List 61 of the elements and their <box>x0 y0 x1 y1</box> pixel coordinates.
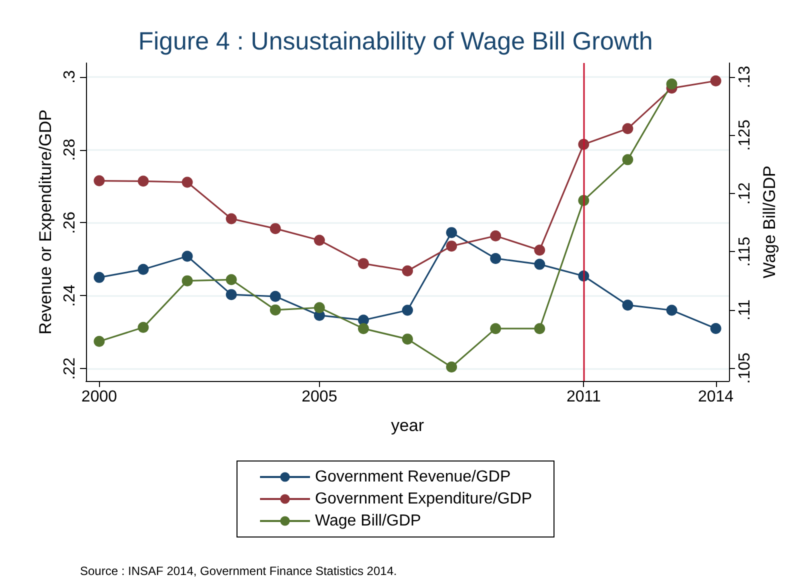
y2-tick-label: .13 <box>736 66 754 88</box>
point <box>226 274 237 286</box>
point <box>402 265 413 276</box>
point <box>402 334 413 345</box>
point <box>666 78 678 90</box>
point <box>490 252 502 264</box>
y-tick-label: .3 <box>62 70 78 84</box>
x-tick-label: 2011 <box>566 388 601 406</box>
point <box>534 244 546 256</box>
x-tick-label: 2014 <box>698 388 734 406</box>
point <box>622 123 634 134</box>
source-note: Source : INSAF 2014, Government Finance Statistics 2014. <box>80 564 397 578</box>
point <box>94 336 105 347</box>
point <box>446 227 458 238</box>
point <box>138 264 149 275</box>
x-tick-label: 2000 <box>81 388 118 406</box>
point <box>94 272 105 283</box>
y2-tick-label: .11 <box>736 299 754 320</box>
point <box>446 362 458 373</box>
y-tick-label: .22 <box>62 357 78 380</box>
point <box>138 322 149 333</box>
point <box>666 304 678 316</box>
point <box>94 175 105 186</box>
point <box>710 75 722 86</box>
x-tick-label: 2005 <box>302 388 338 406</box>
point <box>226 213 237 224</box>
point <box>402 304 413 316</box>
y-tick-label: .26 <box>62 212 78 234</box>
y2-tick-label: .12 <box>736 182 754 205</box>
point <box>490 323 502 334</box>
point <box>314 234 325 246</box>
point <box>314 302 325 314</box>
y-tick-label: .28 <box>62 138 78 161</box>
legend-label: Government Revenue/GDP <box>315 468 511 486</box>
point <box>270 290 281 302</box>
point <box>358 323 369 334</box>
point <box>226 289 237 300</box>
y-tick-label: .24 <box>62 284 78 307</box>
point <box>270 304 281 316</box>
point <box>358 258 369 270</box>
point <box>534 258 546 270</box>
point <box>182 176 193 188</box>
point <box>534 323 546 334</box>
x-axis-title: year <box>390 416 424 435</box>
point <box>270 223 281 234</box>
y2-axis-title: Wage Bill/GDP <box>760 166 779 278</box>
y2-tick-label: .115 <box>736 236 754 267</box>
y2-tick-label: .105 <box>736 352 754 384</box>
point <box>622 154 634 166</box>
point <box>622 300 634 311</box>
chart-title: Figure 4 : Unsustainability of Wage Bill Growth <box>138 28 653 56</box>
point <box>710 322 722 334</box>
legend-label: Wage Bill/GDP <box>315 512 422 530</box>
y-axis-title: Revenue or Expenditure/GDP <box>36 110 55 334</box>
point <box>182 275 193 286</box>
legend-label: Government Expenditure/GDP <box>315 490 532 508</box>
point <box>138 176 149 187</box>
point <box>182 250 193 262</box>
point <box>446 240 458 252</box>
point <box>490 230 502 242</box>
y2-tick-label: .125 <box>736 120 754 151</box>
